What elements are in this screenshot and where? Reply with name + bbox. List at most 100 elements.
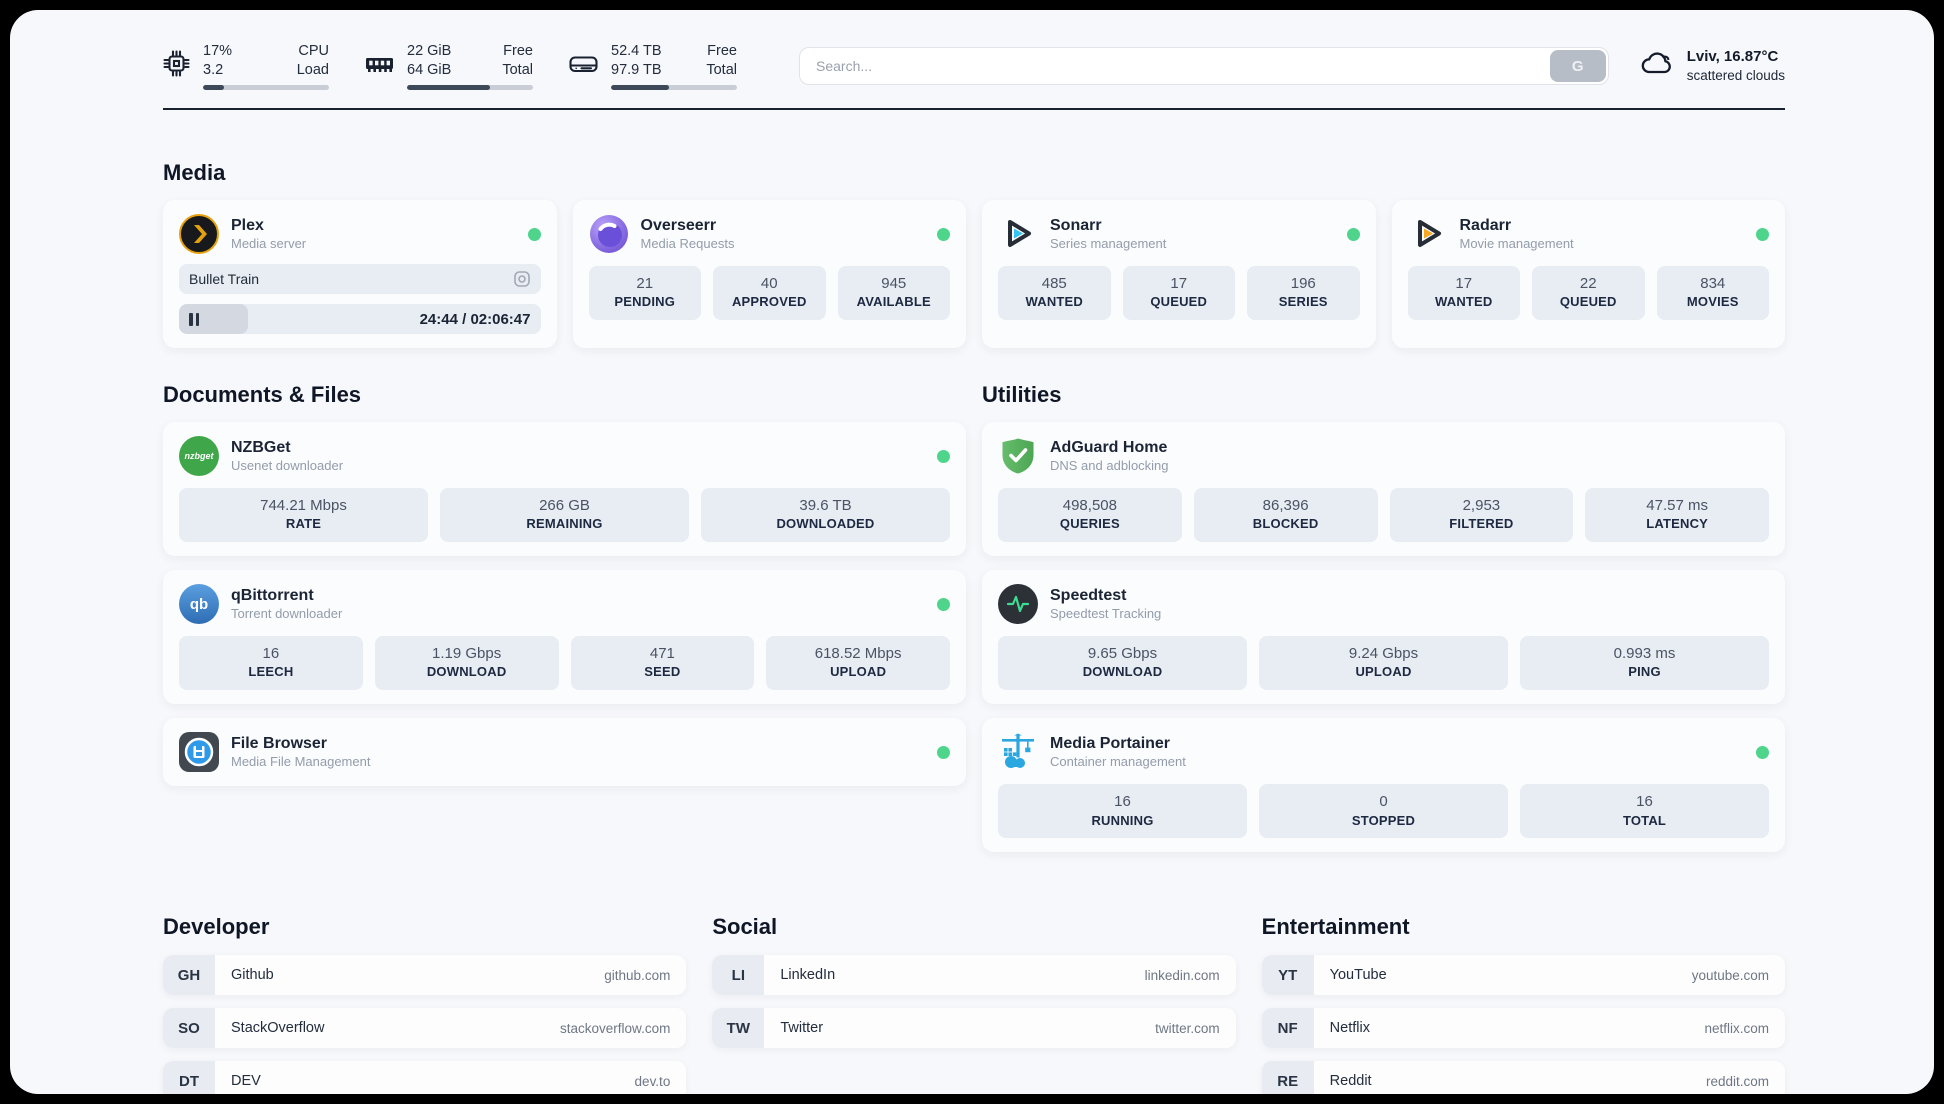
- stat-leech: 16 LEECH: [179, 636, 363, 691]
- stat-rate: 744.21 Mbps RATE: [179, 488, 428, 543]
- social-section: Social LI LinkedIn linkedin.com TW Twitt…: [712, 914, 1236, 1094]
- plex-card[interactable]: Plex Media server Bullet Train: [163, 200, 557, 348]
- overseerr-card[interactable]: Overseerr Media Requests 21 PENDING 40 A…: [572, 200, 966, 348]
- utilities-section: Utilities: [982, 382, 1785, 853]
- app-description: Usenet downloader: [231, 457, 344, 473]
- nzbget-card[interactable]: nzbget NZBGet Usenet downloader 744.21 M…: [163, 422, 966, 557]
- status-online-dot: [1346, 227, 1360, 241]
- qbittorrent-card[interactable]: qb qBittorrent Torrent downloader 16 LEE…: [163, 570, 966, 705]
- app-description: DNS and adblocking: [1050, 457, 1169, 473]
- link-github[interactable]: GH Github github.com: [163, 955, 687, 996]
- cpu-widget: 17% 3.2 CPU Load: [163, 42, 329, 91]
- app-name: Plex: [231, 216, 264, 234]
- playback-progress-bar[interactable]: 24:44 / 02:06:47: [179, 304, 541, 334]
- search-input[interactable]: [799, 47, 1609, 85]
- app-description: Torrent downloader: [231, 606, 343, 622]
- social-section-title: Social: [712, 914, 778, 940]
- disk-total-value: 97.9 TB: [611, 61, 662, 78]
- portainer-icon: [998, 732, 1038, 772]
- link-netflix[interactable]: NF Netflix netflix.com: [1261, 1008, 1785, 1049]
- qbittorrent-icon: qb: [179, 584, 219, 625]
- stat-total: 16 TOTAL: [1520, 784, 1769, 839]
- status-online-dot: [937, 597, 950, 611]
- cpu-usage-value: 17%: [203, 42, 233, 59]
- youtube-abbr-badge: YT: [1261, 955, 1314, 996]
- filebrowser-icon: [179, 732, 219, 773]
- app-description: Media server: [231, 235, 307, 251]
- ram-widget: 22 GiB 64 GiB Free Total: [365, 42, 533, 91]
- app-description: Container management: [1050, 754, 1186, 770]
- portainer-card[interactable]: Media Portainer Container management 16 …: [982, 718, 1785, 853]
- link-dev[interactable]: DT DEV dev.to: [163, 1061, 687, 1094]
- github-abbr-badge: GH: [163, 955, 215, 996]
- cpu-load-value: 3.2: [203, 61, 224, 78]
- status-online-dot: [1756, 745, 1769, 759]
- stat-queries: 498,508 QUERIES: [998, 488, 1182, 543]
- ram-total-value: 64 GiB: [407, 61, 452, 78]
- media-section: Media Plex Media server Bullet Train: [163, 160, 1785, 348]
- stat-downloaded: 39.6 TB DOWNLOADED: [701, 488, 950, 543]
- filebrowser-card[interactable]: File Browser Media File Management: [163, 718, 966, 787]
- linkedin-abbr-badge: LI: [712, 955, 765, 996]
- ram-progress-bar: [407, 85, 533, 91]
- developer-section-title: Developer: [163, 914, 270, 940]
- entertainment-section-title: Entertainment: [1261, 914, 1410, 940]
- dev-abbr-badge: DT: [163, 1061, 215, 1094]
- app-description: Speedtest Tracking: [1050, 606, 1162, 622]
- link-stackoverflow[interactable]: SO StackOverflow stackoverflow.com: [163, 1008, 687, 1049]
- cpu-load-label: Load: [296, 61, 329, 78]
- disk-progress-bar: [611, 85, 737, 91]
- now-playing-row[interactable]: Bullet Train: [179, 264, 541, 294]
- weather-condition: scattered clouds: [1686, 67, 1785, 83]
- media-section-title: Media: [163, 160, 226, 185]
- search-engine-button[interactable]: G: [1549, 50, 1606, 82]
- app-name: NZBGet: [231, 438, 291, 456]
- stat-movies: 834 MOVIES: [1656, 266, 1769, 321]
- link-youtube[interactable]: YT YouTube youtube.com: [1261, 955, 1785, 996]
- stat-available: 945 AVAILABLE: [837, 266, 950, 321]
- app-name: Speedtest: [1050, 587, 1127, 605]
- documents-section: Documents & Files nzbget NZBGet Usenet d…: [163, 382, 966, 787]
- app-description: Movie management: [1459, 235, 1574, 251]
- session-screen-icon: [513, 270, 531, 288]
- link-twitter[interactable]: TW Twitter twitter.com: [712, 1008, 1236, 1049]
- weather-widget: Lviv, 16.87°C scattered clouds: [1639, 47, 1785, 84]
- pause-icon: [189, 312, 199, 326]
- speedtest-card[interactable]: Speedtest Speedtest Tracking 9.65 Gbps D…: [982, 570, 1785, 705]
- link-reddit[interactable]: RE Reddit reddit.com: [1261, 1061, 1785, 1094]
- radarr-card[interactable]: Radarr Movie management 17 WANTED 22 QUE…: [1391, 200, 1785, 348]
- app-name: Overseerr: [640, 216, 717, 234]
- stat-approved: 40 APPROVED: [713, 266, 826, 321]
- app-name: AdGuard Home: [1050, 438, 1168, 456]
- stat-stopped: 0 STOPPED: [1259, 784, 1508, 839]
- documents-section-title: Documents & Files: [163, 382, 362, 407]
- twitter-abbr-badge: TW: [712, 1008, 765, 1049]
- dashboard-panel: 17% 3.2 CPU Load: [10, 10, 1934, 1094]
- stat-pending: 21 PENDING: [588, 266, 701, 321]
- header-divider: [163, 108, 1785, 110]
- status-online-dot: [1756, 227, 1769, 241]
- app-name: Sonarr: [1050, 216, 1102, 234]
- ram-total-label: Total: [502, 61, 533, 78]
- overseerr-icon: [589, 214, 629, 254]
- adguard-card[interactable]: AdGuard Home DNS and adblocking 498,508 …: [982, 422, 1785, 557]
- developer-section: Developer GH Github github.com SO StackO…: [163, 914, 687, 1094]
- entertainment-section: Entertainment YT YouTube youtube.com NF …: [1261, 914, 1785, 1094]
- sonarr-card[interactable]: Sonarr Series management 485 WANTED 17 Q…: [982, 200, 1376, 348]
- adguard-icon: [998, 436, 1038, 476]
- stat-wanted: 17 WANTED: [1407, 266, 1520, 321]
- utilities-section-title: Utilities: [982, 382, 1062, 407]
- app-description: Media Requests: [640, 235, 735, 251]
- stat-download: 9.65 Gbps DOWNLOAD: [998, 636, 1247, 691]
- plex-icon: [179, 214, 219, 254]
- stat-download: 1.19 Gbps DOWNLOAD: [374, 636, 559, 691]
- disk-free-value: 52.4 TB: [611, 42, 662, 59]
- disk-free-label: Free: [707, 42, 737, 59]
- top-bar: 17% 3.2 CPU Load: [163, 40, 1785, 92]
- netflix-abbr-badge: NF: [1261, 1008, 1314, 1049]
- stat-series: 196 SERIES: [1247, 266, 1360, 321]
- stat-remaining: 266 GB REMAINING: [440, 488, 689, 543]
- app-name: File Browser: [231, 735, 328, 753]
- link-linkedin[interactable]: LI LinkedIn linkedin.com: [712, 955, 1236, 996]
- status-online-dot: [937, 745, 950, 759]
